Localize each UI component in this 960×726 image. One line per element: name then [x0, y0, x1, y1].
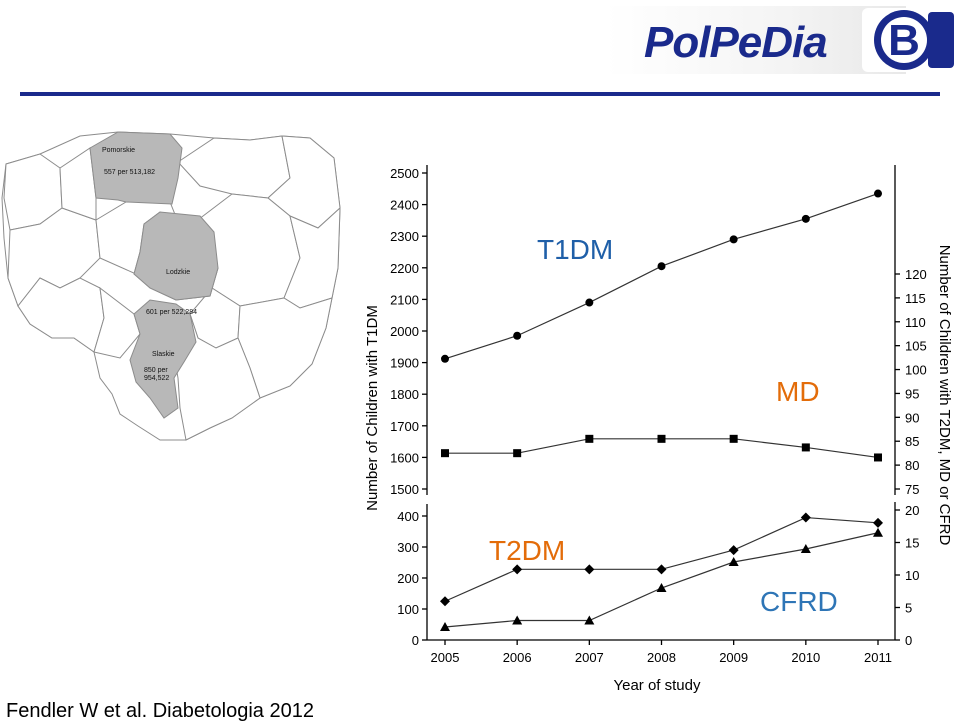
right-axis-title: Number of Children with T2DM, MD or CFRD: [936, 245, 953, 546]
t2dm-point: [656, 564, 667, 575]
md-point: [874, 453, 882, 462]
right-tick-label: 80: [905, 458, 919, 473]
md-label: MD: [776, 376, 820, 407]
poland-voivodeship-map: Pomorskie 557 per 513,182 Lodzkie 601 pe…: [1, 131, 341, 441]
logo-background: [606, 6, 906, 74]
x-tick-label: 2006: [503, 650, 532, 665]
cfrd-point: [800, 544, 811, 553]
t1dm-point: [513, 331, 522, 340]
cfrd-point: [512, 615, 523, 625]
right-tick-label: 95: [905, 386, 919, 401]
left-tick-label: 200: [397, 571, 419, 586]
region-slaskie: [129, 299, 197, 419]
region-label-slaskie: Slaskie: [152, 351, 175, 358]
t1dm-point: [801, 214, 810, 223]
region-label-pomorskie: Pomorskie: [102, 147, 135, 154]
x-tick-label: 2011: [864, 650, 892, 665]
md-point: [585, 434, 594, 443]
chart-series: [440, 189, 883, 631]
cfrd-point: [656, 583, 667, 592]
cfrd-point: [440, 622, 450, 631]
right-tick-label: 15: [905, 536, 919, 551]
md-point: [513, 449, 522, 458]
md-point: [441, 449, 449, 458]
left-tick-label: 400: [397, 509, 419, 524]
right-tick-label: 10: [905, 568, 919, 583]
cfrd-label: CFRD: [760, 586, 838, 617]
right-tick-label: 120: [905, 267, 927, 282]
t1dm-point: [585, 298, 594, 307]
cfrd-point: [873, 527, 883, 537]
right-tick-label: 110: [905, 315, 926, 330]
region-stat-lodzkie: 601 per 522,284: [146, 309, 197, 316]
logo-text: PolPeDia: [644, 18, 828, 67]
right-tick-label: 90: [905, 410, 919, 425]
x-tick-label: 2008: [647, 650, 676, 665]
t2dm-point: [873, 517, 883, 528]
t1dm-label: T1DM: [537, 234, 613, 265]
left-tick-label: 300: [397, 540, 419, 555]
right-tick-label: 0: [905, 633, 912, 648]
t2dm-label: T2DM: [489, 535, 565, 566]
region-pomorskie: [89, 131, 183, 205]
md-point: [657, 434, 666, 443]
left-tick-label: 1900: [390, 356, 419, 371]
left-tick-label: 2500: [390, 166, 419, 181]
x-tick-label: 2010: [791, 650, 820, 665]
t2dm-point: [728, 545, 739, 556]
region-stat-slaskie-line1: 850 per: [144, 367, 168, 374]
chart-tick-labels: 1500160017001800190020002100220023002400…: [390, 166, 927, 665]
t1dm-point: [729, 235, 738, 244]
citation: Fendler W et al. Diabetologia 2012: [6, 700, 314, 722]
cfrd-point: [728, 557, 739, 566]
right-tick-label: 20: [905, 503, 919, 518]
left-tick-label: 2200: [390, 261, 419, 276]
cfrd-point: [584, 615, 595, 625]
md-point: [801, 443, 810, 452]
logo-b-mark-icon: B: [862, 8, 958, 72]
region-stat-slaskie-line2: 954,522: [144, 375, 169, 382]
left-tick-label: 1700: [390, 419, 419, 434]
left-tick-label: 2000: [390, 324, 419, 339]
t1dm-point: [441, 354, 449, 363]
left-tick-label: 0: [412, 633, 419, 648]
chart-axes: [422, 165, 900, 645]
chart-labels: Year of study Number of Children with T1D…: [364, 234, 953, 694]
x-tick-label: 2009: [719, 650, 748, 665]
left-tick-label: 100: [397, 602, 419, 617]
region-label-lodzkie: Lodzkie: [166, 269, 190, 276]
left-tick-label: 1800: [390, 387, 419, 402]
logo-mark-letter: B: [888, 16, 920, 65]
right-tick-label: 85: [905, 434, 919, 449]
right-tick-label: 105: [905, 339, 927, 354]
right-tick-label: 75: [905, 482, 919, 497]
header-divider: [20, 92, 940, 96]
region-lodzkie-fill: [133, 211, 219, 301]
left-tick-label: 2300: [390, 229, 419, 244]
x-tick-label: 2005: [431, 650, 460, 665]
t2dm-point: [440, 596, 450, 607]
md-point: [729, 434, 738, 443]
left-tick-label: 2400: [390, 198, 419, 213]
polpedia-logo: PolPeDia B: [606, 6, 958, 74]
x-axis-title: Year of study: [613, 677, 701, 694]
t2dm-point: [512, 564, 523, 575]
left-tick-label: 2100: [390, 292, 419, 307]
t2dm-point: [800, 512, 811, 523]
t2dm-point: [584, 564, 595, 575]
t1dm-point: [874, 189, 882, 198]
right-tick-label: 100: [905, 363, 927, 378]
right-tick-label: 5: [905, 601, 912, 616]
left-tick-label: 1600: [390, 450, 419, 465]
left-axis-title: Number of Children with T1DM: [364, 305, 381, 511]
region-stat-pomorskie: 557 per 513,182: [104, 169, 155, 176]
x-tick-label: 2007: [575, 650, 604, 665]
t1dm-line: [444, 192, 879, 360]
t1dm-point: [657, 262, 666, 271]
right-tick-label: 115: [905, 291, 926, 306]
left-tick-label: 1500: [390, 482, 419, 497]
